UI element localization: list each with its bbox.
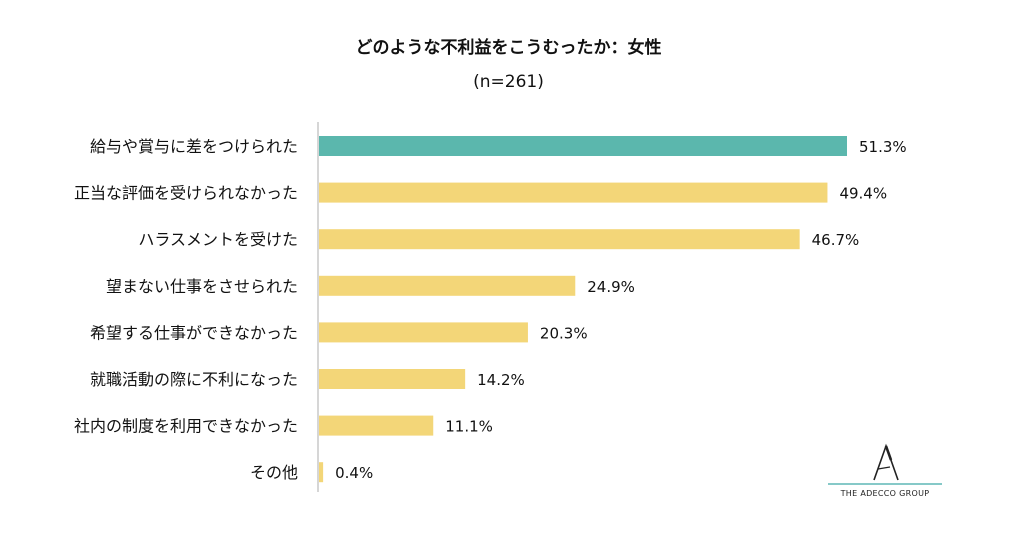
value-label: 20.3% (540, 324, 588, 342)
value-label: 46.7% (812, 231, 860, 249)
bar (319, 229, 800, 250)
adecco-a-logo-icon (828, 443, 942, 485)
bar (319, 322, 528, 343)
category-label: 希望する仕事ができなかった (90, 323, 298, 342)
category-label: ハラスメントを受けた (138, 230, 298, 249)
bar (319, 415, 434, 436)
bar (319, 462, 324, 483)
value-label: 0.4% (335, 464, 373, 482)
value-label: 11.1% (445, 418, 493, 436)
bar (319, 136, 847, 156)
category-label: 正当な評価を受けられなかった (74, 184, 298, 203)
chart-title: どのような不利益をこうむったか：女性 (355, 38, 662, 58)
bar (319, 275, 576, 296)
value-label: 51.3% (859, 138, 907, 156)
value-label: 24.9% (587, 278, 635, 296)
category-label: その他 (250, 463, 298, 482)
chart-subtitle: (n=261) (473, 72, 544, 92)
category-label: 給与や賞与に差をつけられた (90, 137, 298, 156)
bar (319, 369, 466, 389)
value-label: 49.4% (839, 185, 887, 203)
value-label: 14.2% (477, 371, 525, 389)
adecco-logo: THE ADECCO GROUP (826, 440, 944, 500)
category-label: 望まない仕事をさせられた (106, 277, 298, 296)
category-label: 就職活動の際に不利になった (90, 370, 298, 389)
category-label: 社内の制度を利用できなかった (74, 417, 298, 436)
logo-text: THE ADECCO GROUP (840, 489, 930, 498)
bar (319, 182, 828, 203)
